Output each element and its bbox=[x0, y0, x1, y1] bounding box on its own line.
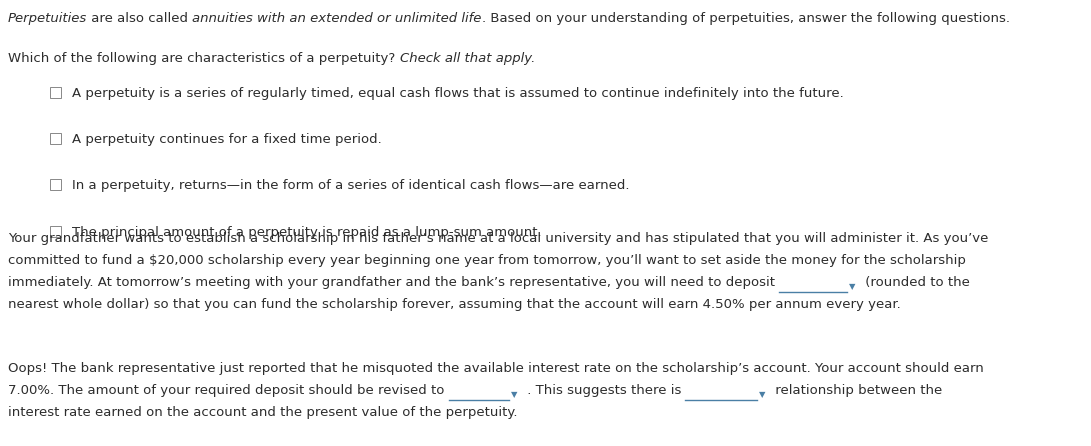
Bar bbox=[50, 226, 61, 236]
Text: A perpetuity continues for a fixed time period.: A perpetuity continues for a fixed time … bbox=[72, 133, 382, 146]
Text: . Based on your understanding of perpetuities, answer the following questions.: . Based on your understanding of perpetu… bbox=[482, 12, 1010, 25]
Text: In a perpetuity, returns—in the form of a series of identical cash flows—are ear: In a perpetuity, returns—in the form of … bbox=[72, 179, 630, 192]
Text: nearest whole dollar) so that you can fund the scholarship forever, assuming tha: nearest whole dollar) so that you can fu… bbox=[8, 298, 901, 311]
Text: Perpetuities: Perpetuities bbox=[8, 12, 87, 25]
Text: 7.00%. The amount of your required deposit should be revised to: 7.00%. The amount of your required depos… bbox=[8, 384, 448, 397]
Text: Your grandfather wants to establish a scholarship in his father’s name at a loca: Your grandfather wants to establish a sc… bbox=[8, 232, 988, 245]
Text: ▼: ▼ bbox=[849, 282, 855, 291]
Text: The principal amount of a perpetuity is repaid as a lump-sum amount.: The principal amount of a perpetuity is … bbox=[72, 226, 541, 239]
Text: Which of the following are characteristics of a perpetuity?: Which of the following are characteristi… bbox=[8, 52, 399, 65]
Text: Oops! The bank representative just reported that he misquoted the available inte: Oops! The bank representative just repor… bbox=[8, 362, 984, 375]
Text: ▼: ▼ bbox=[759, 390, 766, 399]
Bar bbox=[50, 179, 61, 190]
Text: (rounded to the: (rounded to the bbox=[861, 276, 970, 289]
Text: are also called: are also called bbox=[87, 12, 192, 25]
Text: Check all that apply.: Check all that apply. bbox=[399, 52, 535, 65]
Text: committed to fund a $20,000 scholarship every year beginning one year from tomor: committed to fund a $20,000 scholarship … bbox=[8, 254, 966, 267]
Text: immediately. At tomorrow’s meeting with your grandfather and the bank’s represen: immediately. At tomorrow’s meeting with … bbox=[8, 276, 779, 289]
Text: relationship between the: relationship between the bbox=[771, 384, 943, 397]
Text: annuities with an extended or unlimited life: annuities with an extended or unlimited … bbox=[192, 12, 482, 25]
Text: interest rate earned on the account and the present value of the perpetuity.: interest rate earned on the account and … bbox=[8, 406, 517, 419]
Bar bbox=[50, 133, 61, 144]
Bar bbox=[50, 87, 61, 98]
Text: ▼: ▼ bbox=[511, 390, 517, 399]
Text: A perpetuity is a series of regularly timed, equal cash flows that is assumed to: A perpetuity is a series of regularly ti… bbox=[72, 87, 843, 100]
Text: . This suggests there is: . This suggests there is bbox=[523, 384, 685, 397]
